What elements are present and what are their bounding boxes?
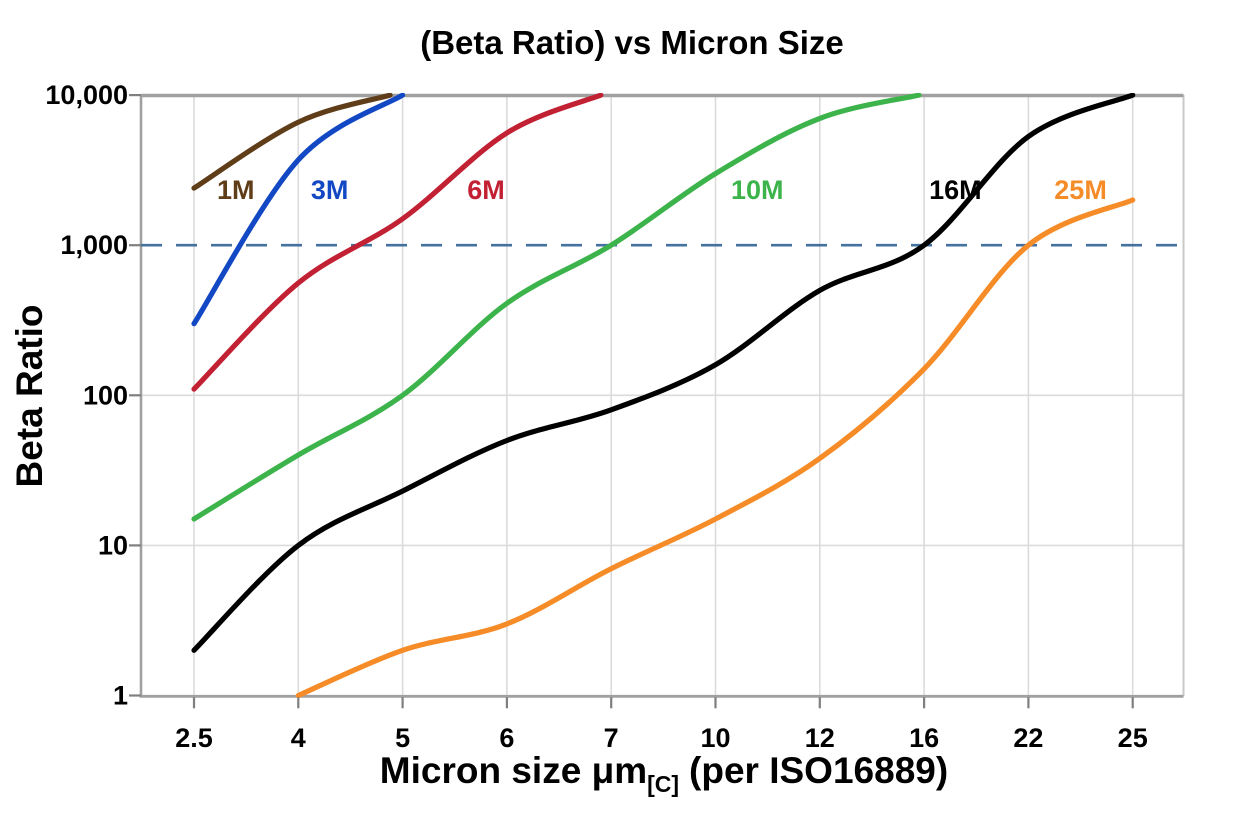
x-tick-label-12: 12 (805, 723, 835, 753)
x-axis-title-rest: (per ISO16889) (689, 750, 948, 791)
tick-labels: 2.5 4 5 6 7 10 12 16 22 25 1 10 100 1,000 10,000 (45, 80, 1147, 753)
curve-label-1M: 1M (217, 175, 255, 205)
x-tick-label-10: 10 (700, 723, 730, 753)
x-axis-title-subscript: [C] (647, 771, 679, 797)
x-axis-title: Micron size μm[C] (per ISO16889) (380, 750, 948, 797)
curve-3M (191, 93, 406, 327)
curves (191, 93, 1136, 698)
x-tick-label-5: 5 (395, 723, 410, 753)
y-tick-label-10,000: 10,000 (45, 80, 128, 110)
y-tick-label-100: 100 (83, 380, 128, 410)
curve-label-6M: 6M (467, 175, 505, 205)
y-tick-label-1: 1 (113, 681, 128, 711)
y-axis-title: Beta Ratio (9, 305, 50, 488)
curve-label-25M: 25M (1054, 175, 1107, 205)
chart-title: (Beta Ratio) vs Micron Size (420, 24, 844, 61)
curve-16M (191, 93, 1136, 653)
curve-label-10M: 10M (731, 175, 784, 205)
curve-10M (191, 93, 922, 522)
x-tick-label-7: 7 (604, 723, 619, 753)
y-tick-label-1,000: 1,000 (60, 230, 128, 260)
x-tick-label-25: 25 (1118, 723, 1148, 753)
x-axis-title-main: Micron size μm (380, 750, 647, 791)
y-tick-label-10: 10 (98, 530, 128, 560)
curve-labels: 1M 3M 6M 10M 16M 25M (217, 175, 1107, 205)
curve-6M (191, 93, 604, 392)
x-tick-label-6: 6 (499, 723, 514, 753)
x-tick-label-22: 22 (1013, 723, 1043, 753)
x-tick-label-2.5: 2.5 (175, 723, 213, 753)
gridlines (141, 95, 1185, 697)
tick-marks (129, 93, 1134, 709)
curve-label-16M: 16M (929, 175, 982, 205)
curve-1M (191, 93, 393, 191)
x-tick-label-4: 4 (291, 723, 306, 753)
curve-25M (295, 197, 1136, 698)
curve-label-3M: 3M (311, 175, 349, 205)
x-tick-label-16: 16 (909, 723, 939, 753)
